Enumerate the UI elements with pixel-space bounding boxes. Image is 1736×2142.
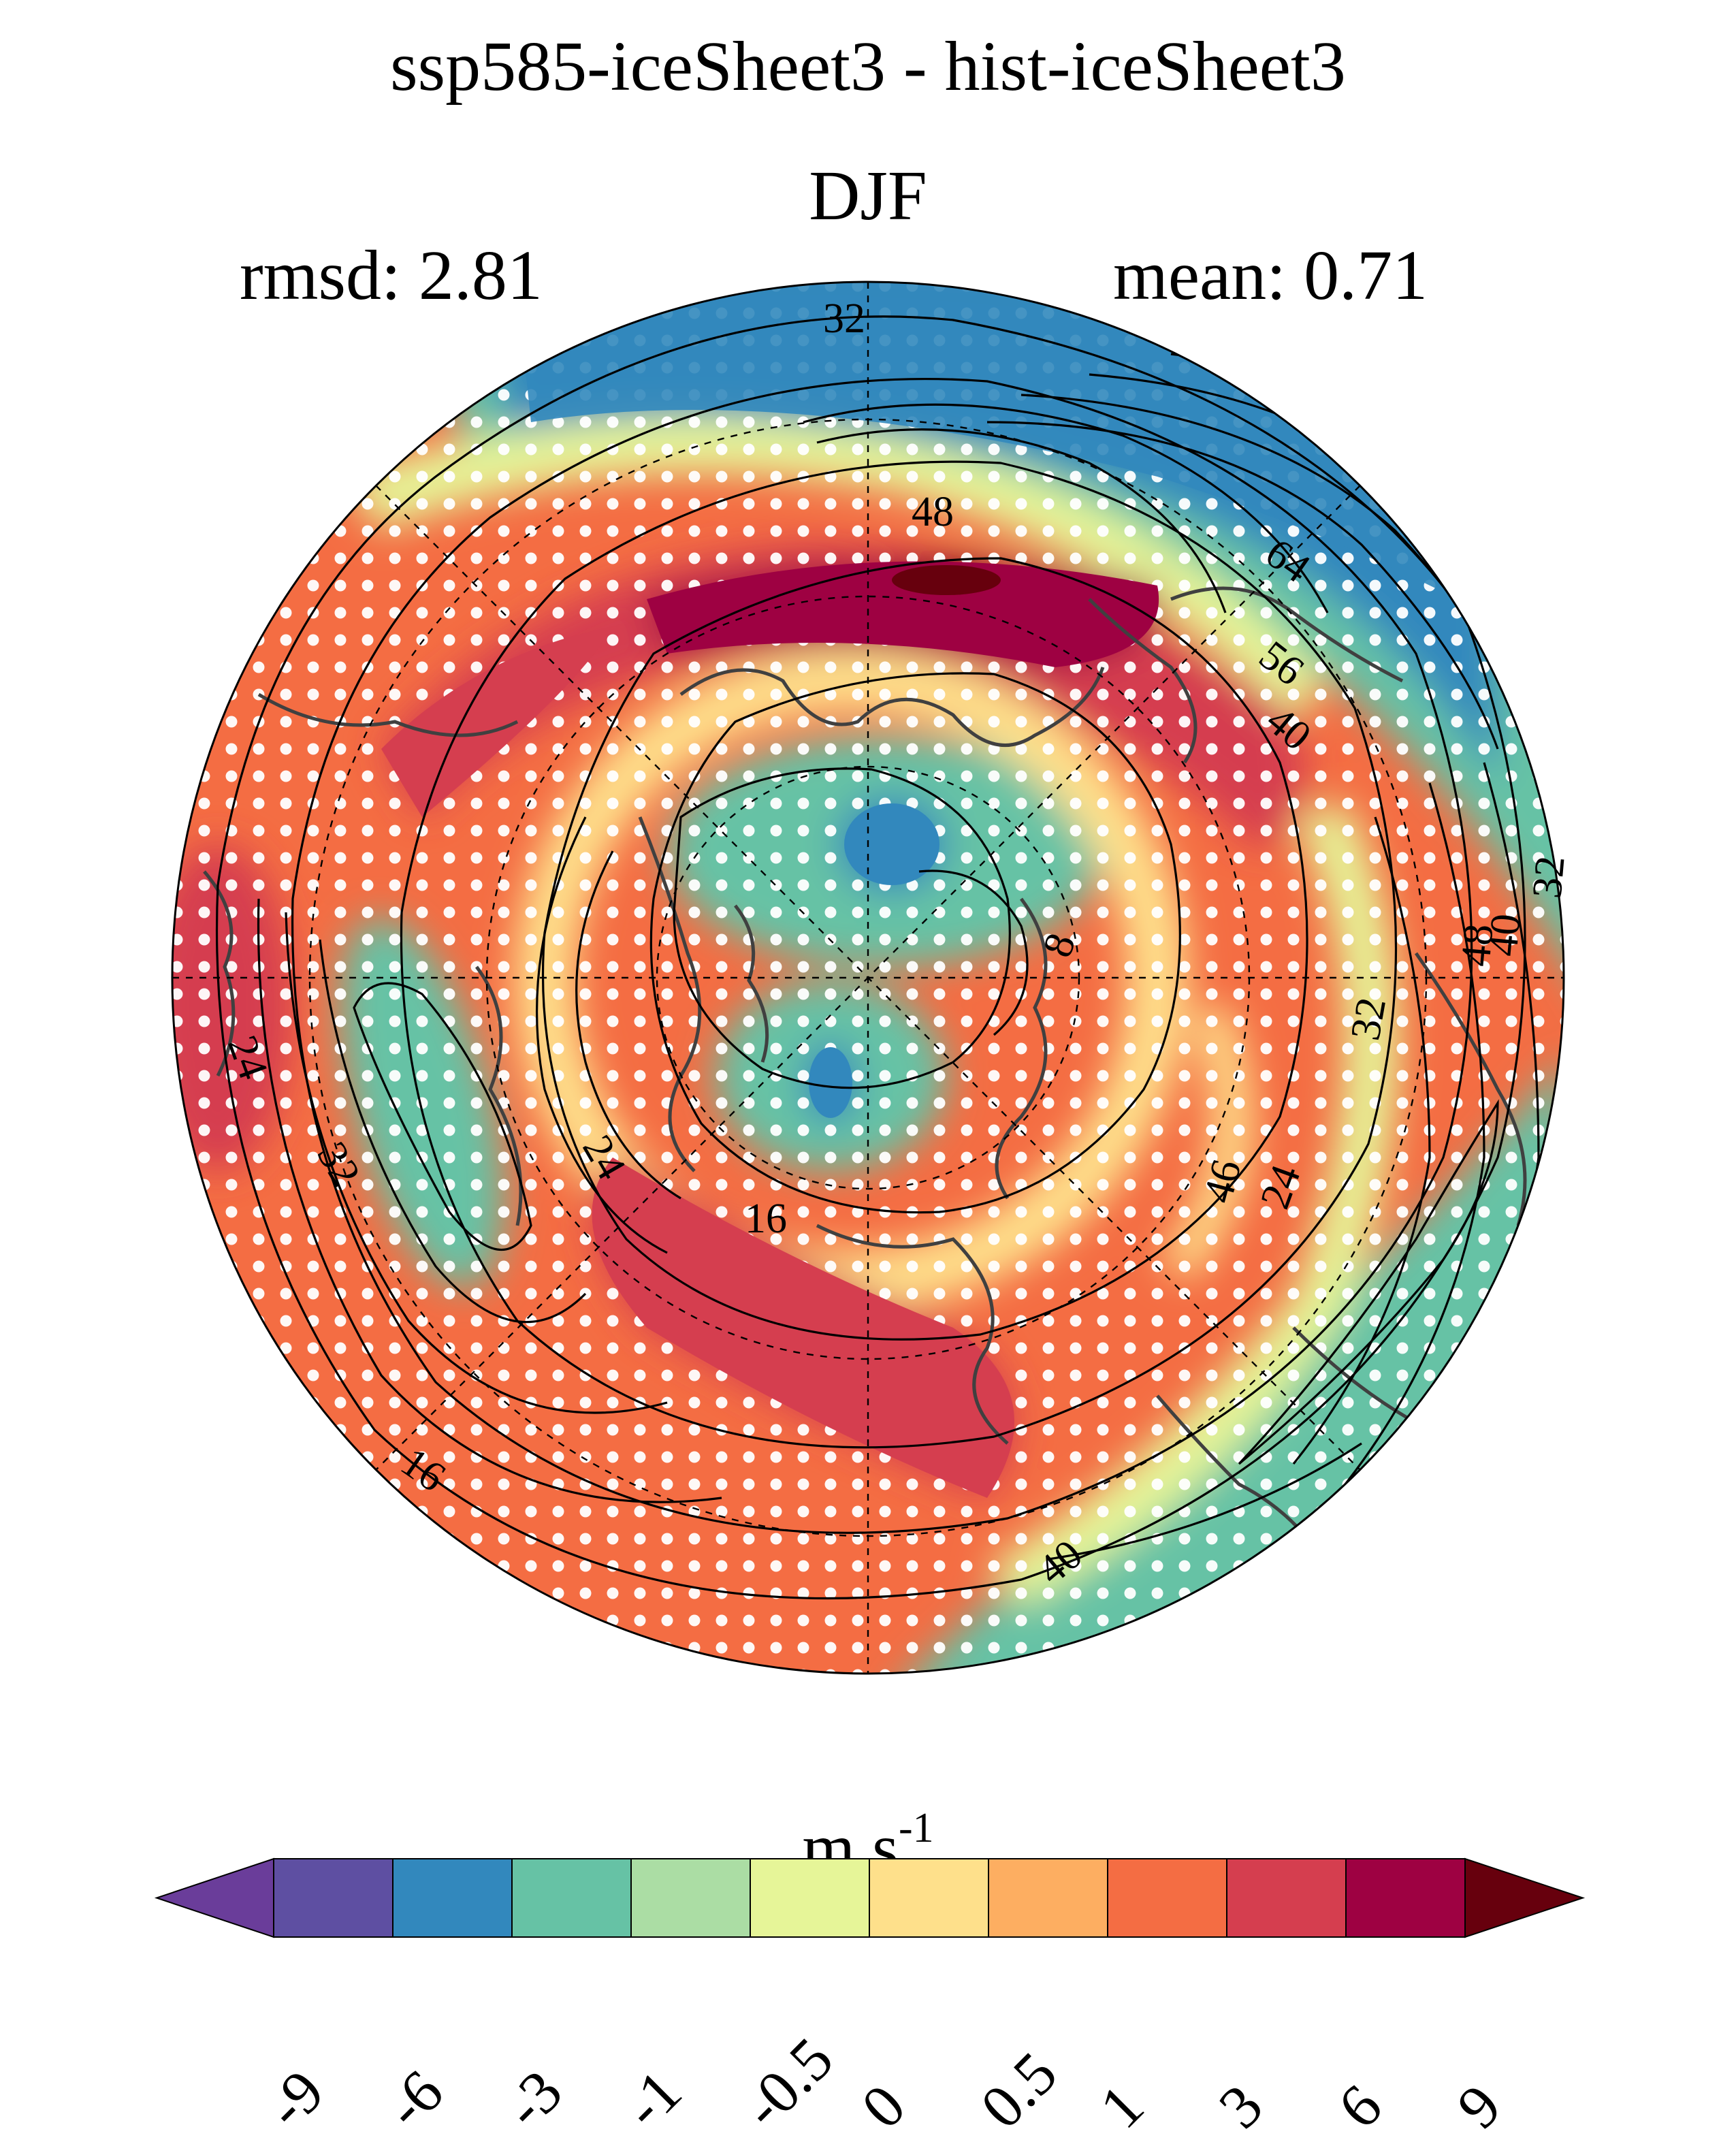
contour-label: 40 <box>1480 912 1530 958</box>
colorbar-tick-label: 9 <box>1445 2072 1514 2142</box>
colorbar-tick-label: 1 <box>1087 2072 1157 2142</box>
rmsd-label: rmsd: 2.81 <box>240 236 543 315</box>
polar-map: 32 48 64 56 40 8 16 24 32 48 40 24 32 24… <box>171 281 1574 1675</box>
units-exponent: -1 <box>899 1805 934 1851</box>
coastlines <box>203 586 1534 1567</box>
contour-label: 48 <box>912 489 954 535</box>
colorbar-tick-label: 3 <box>1206 2072 1276 2142</box>
colorbar-tick-label: 0.5 <box>968 2039 1070 2142</box>
colorbar-units: m s-1 <box>0 1791 1736 1885</box>
contour-label: 16 <box>745 1196 787 1242</box>
colorbar-tick-label: -1 <box>611 2057 695 2142</box>
units-base: m s <box>802 1810 899 1885</box>
graticule <box>172 282 1564 1674</box>
season-label: DJF <box>809 157 927 235</box>
map-title: ssp585-iceSheet3 - hist-iceSheet3 <box>390 27 1346 106</box>
colorbar-tick-label: 0 <box>849 2072 918 2142</box>
mean-label: mean: 0.71 <box>1113 236 1428 315</box>
contour-label: 32 <box>1342 994 1395 1044</box>
colorbar-tick-label: -0.5 <box>730 2025 846 2142</box>
colorbar-tick-label: -3 <box>492 2057 576 2142</box>
colorbar-tick-label: -6 <box>372 2057 457 2142</box>
contour-label: 48 <box>1453 922 1502 968</box>
contour-label: 32 <box>823 295 865 342</box>
contour-label: 32 <box>1524 854 1574 900</box>
colorbar-tick-label: 6 <box>1325 2072 1395 2142</box>
map-border <box>171 281 1565 1675</box>
colorbar-tick-label: -9 <box>253 2057 338 2142</box>
